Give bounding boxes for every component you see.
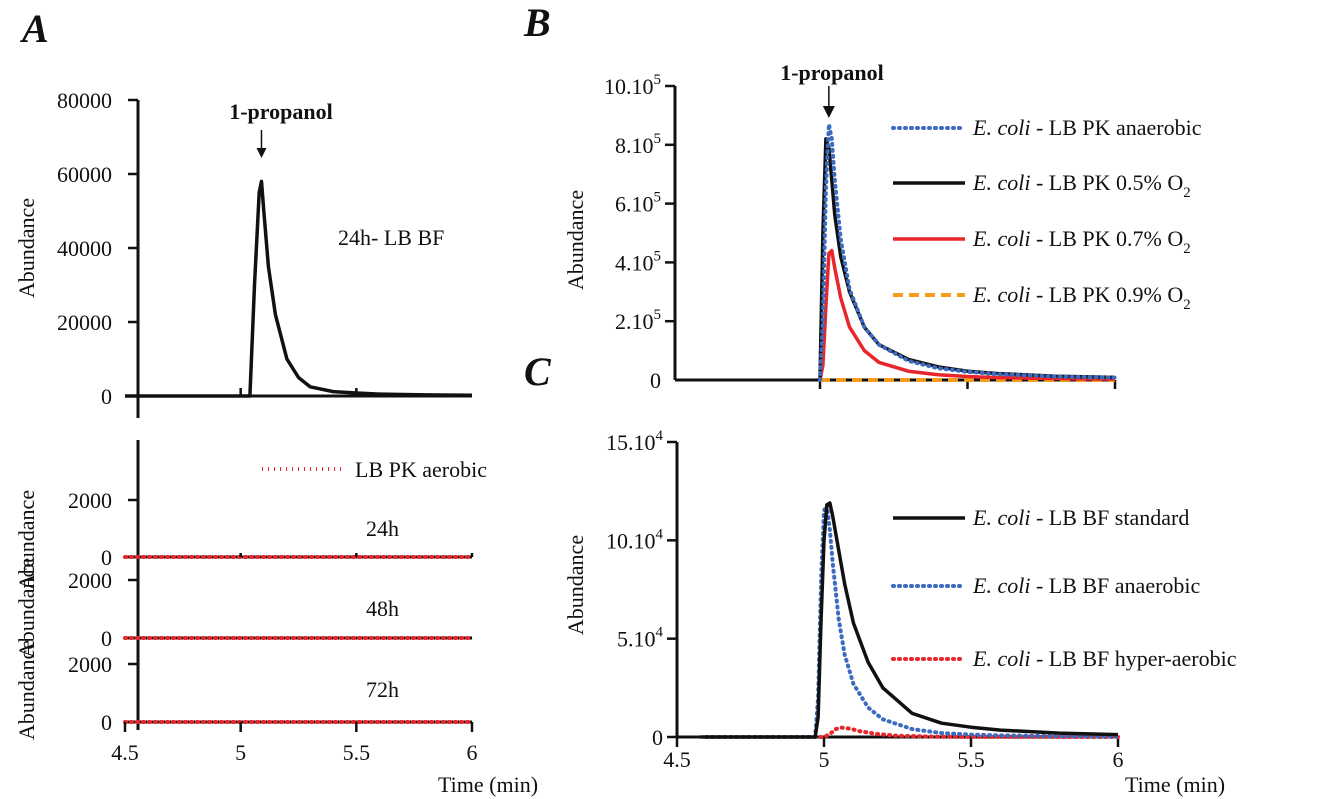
panel-c-series-2 bbox=[704, 725, 1120, 739]
panel-c-legend-label-1: E. coli - LB BF anaerobic bbox=[972, 573, 1201, 598]
strip-1-ytick-label-0: 2000 bbox=[68, 568, 112, 593]
panel-b-ytick-label-4: 2.105 bbox=[615, 307, 661, 334]
panel-a-xtick-label-0: 4.5 bbox=[111, 740, 139, 765]
panel-a-lower-ylabel-2: Abundance bbox=[14, 558, 39, 658]
panel-b-annotation-arrow-head bbox=[822, 106, 835, 118]
panel-c-xtick-label-0: 4.5 bbox=[663, 747, 691, 772]
panel-c-ylabel: Abundance bbox=[563, 535, 588, 635]
panel-letter-b: B bbox=[523, 0, 551, 45]
panel-b-series-2 bbox=[818, 248, 1116, 381]
panel-a-lower-ylabel-3: Abundance bbox=[14, 640, 39, 740]
panel-letter-c: C bbox=[524, 349, 552, 394]
panel-c-ytick-label-3: 0 bbox=[652, 725, 663, 750]
panel-b-ytick-label-3: 4.105 bbox=[615, 248, 661, 275]
panel-a-xtick-label-2: 5.5 bbox=[343, 740, 371, 765]
strip-label-24h: 24h bbox=[366, 516, 399, 541]
strip-0-ytick-label-1: 0 bbox=[101, 545, 112, 570]
panel-a-chart: Abundance 1-propanol 24h- LB BF 80000 600… bbox=[14, 88, 473, 418]
panel-c-ytick-label-2: 5.104 bbox=[617, 625, 664, 652]
panel-a-ylabel: Abundance bbox=[14, 198, 39, 298]
panel-a-ytick-label-1: 60000 bbox=[57, 162, 112, 187]
panel-b-annotation: 1-propanol bbox=[780, 60, 884, 85]
panel-c-legend-label-0: E. coli - LB BF standard bbox=[972, 505, 1189, 530]
strip-label-72h: 72h bbox=[366, 677, 399, 702]
panel-c-xtick-label-1: 5 bbox=[819, 747, 830, 772]
panel-a-xlabel: Time (min) bbox=[438, 772, 538, 797]
panel-c-series-1 bbox=[704, 502, 1120, 739]
panel-c-legend-label-2: E. coli - LB BF hyper-aerobic bbox=[972, 646, 1237, 671]
panel-b-ytick-label-1: 8.105 bbox=[615, 131, 661, 158]
panel-b-ytick-label-0: 10.105 bbox=[604, 72, 661, 99]
panel-b-ytick-label-5: 0 bbox=[650, 368, 661, 393]
panel-b-legend-label-2: E. coli - LB PK 0.7% O2 bbox=[972, 226, 1191, 257]
panel-a-series-line bbox=[125, 179, 473, 398]
panel-a-lower-chart: Abundance Abundance Abundance LB PK aero… bbox=[14, 440, 538, 797]
strip-0-ytick-label-0: 2000 bbox=[68, 488, 112, 513]
panel-c-ytick-label-1: 10.104 bbox=[606, 526, 664, 553]
panel-a-ytick-label-2: 40000 bbox=[57, 236, 112, 261]
panel-a-annotation: 1-propanol bbox=[229, 99, 333, 124]
panel-a-lower-ylabel-1: Abundance bbox=[14, 490, 39, 590]
panel-letter-a: A bbox=[19, 6, 49, 51]
panel-c-xtick-label-3: 6 bbox=[1113, 747, 1124, 772]
panel-a-ytick-label-4: 0 bbox=[101, 384, 112, 409]
strip-label-48h: 48h bbox=[366, 596, 399, 621]
panel-a-xtick-label-1: 5 bbox=[235, 740, 246, 765]
panel-a-sample-label: 24h- LB BF bbox=[338, 225, 444, 250]
panel-b-ylabel: Abundance bbox=[563, 190, 588, 290]
panel-c-xlabel: Time (min) bbox=[1125, 772, 1225, 797]
strip-2-ytick-label-1: 0 bbox=[101, 710, 112, 735]
panel-a-lower-legend-label: LB PK aerobic bbox=[355, 457, 487, 482]
panel-b-chart: Abundance 1-propanol 10.105 8.105 6.105 4.1… bbox=[563, 60, 1202, 393]
panel-a-xtick-label-3: 6 bbox=[467, 740, 478, 765]
panel-a-annotation-arrow-head bbox=[256, 148, 267, 158]
panel-a-ytick-label-0: 80000 bbox=[57, 88, 112, 113]
panel-c-xtick-label-2: 5.5 bbox=[957, 747, 985, 772]
panel-c-series-0 bbox=[700, 501, 1119, 739]
strip-2-ytick-label-0: 2000 bbox=[68, 652, 112, 677]
panel-a-ytick-label-3: 20000 bbox=[57, 310, 112, 335]
panel-b-series-0 bbox=[818, 122, 1117, 382]
panel-c-ytick-label-0: 15.104 bbox=[606, 428, 664, 455]
panel-c-chart: Abundance Time (min) 15.104 10.104 5.104 04… bbox=[563, 428, 1237, 797]
panel-b-legend-label-1: E. coli - LB PK 0.5% O2 bbox=[972, 170, 1191, 201]
panel-b-legend-label-0: E. coli - LB PK anaerobic bbox=[972, 115, 1202, 140]
strip-1-ytick-label-1: 0 bbox=[101, 626, 112, 651]
panel-b-ytick-label-2: 6.105 bbox=[615, 190, 661, 217]
panel-b-legend-label-3: E. coli - LB PK 0.9% O2 bbox=[972, 282, 1191, 313]
